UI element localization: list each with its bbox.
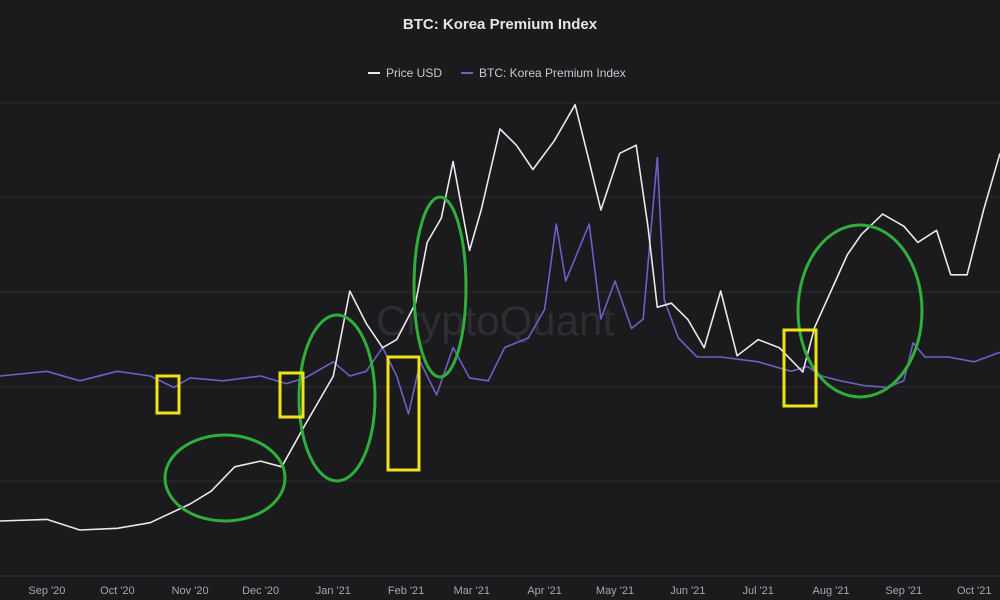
green-ellipse-annotation (297, 313, 377, 483)
yellow-box-annotation (278, 371, 305, 419)
x-tick-label: Oct '20 (100, 585, 135, 597)
x-tick-label: Jan '21 (316, 585, 351, 597)
yellow-box-annotation (155, 374, 181, 415)
x-tick-label: Mar '21 (454, 585, 490, 597)
annotation-layer (155, 195, 924, 523)
series-layer (0, 103, 1000, 531)
legend[interactable]: Price USD BTC: Korea Premium Index (368, 66, 626, 80)
x-tick-label: Jun '21 (670, 585, 705, 597)
green-ellipse-annotation (796, 223, 924, 399)
chart-title: BTC: Korea Premium Index (403, 16, 598, 33)
x-tick-label: Oct '21 (957, 585, 992, 597)
legend-label-premium: BTC: Korea Premium Index (479, 66, 626, 80)
x-tick-label: Aug '21 (813, 585, 850, 597)
green-ellipse-annotation (163, 433, 287, 523)
yellow-box-annotation (782, 328, 818, 408)
x-tick-label: Sep '21 (885, 585, 922, 597)
price-usd-line (0, 103, 1000, 531)
green-ellipse-annotation (412, 195, 468, 379)
watermark: CryptoQuant (376, 297, 614, 344)
x-tick-label: Dec '20 (242, 585, 279, 597)
x-tick-label: Feb '21 (388, 585, 424, 597)
x-tick-label: Jul '21 (742, 585, 773, 597)
legend-label-price: Price USD (386, 66, 442, 80)
gridlines (0, 102, 1000, 577)
x-tick-label: Nov '20 (172, 585, 209, 597)
x-tick-label: May '21 (596, 585, 634, 597)
yellow-box-annotation (386, 355, 421, 472)
premium-index-line (0, 156, 1000, 415)
x-tick-label: Sep '20 (28, 585, 65, 597)
x-axis-ticks: Sep '20 Oct '20 Nov '20 Dec '20 Jan '21 Feb '… (28, 585, 991, 597)
x-tick-label: Apr '21 (527, 585, 562, 597)
